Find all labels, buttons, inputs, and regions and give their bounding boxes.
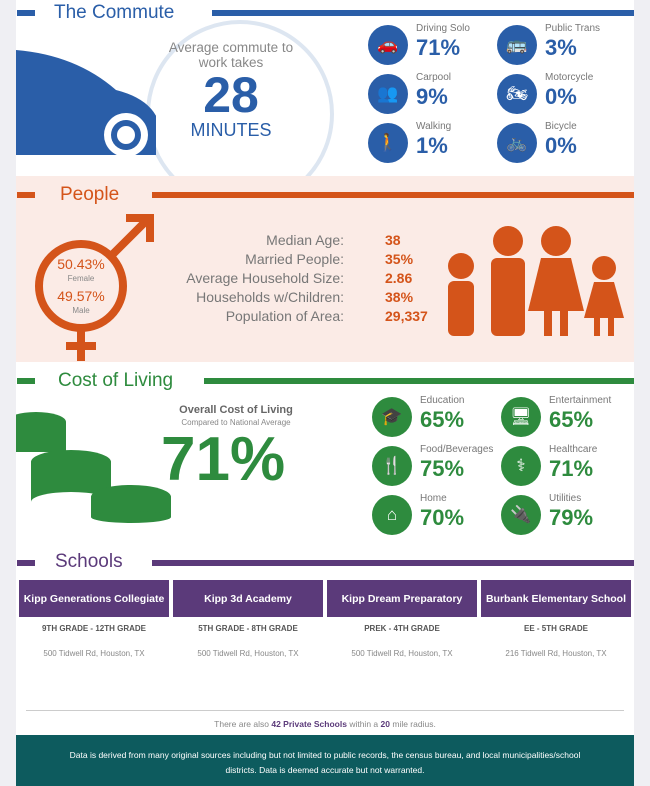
- school-card[interactable]: Kipp Generations Collegiate 9TH GRADE - 1…: [19, 580, 169, 658]
- school-address: 500 Tidwell Rd, Houston, TX: [351, 649, 453, 658]
- school-name[interactable]: Burbank Elementary School: [481, 580, 631, 617]
- school-address: 216 Tidwell Rd, Houston, TX: [505, 649, 607, 658]
- school-grades: 5TH GRADE - 8TH GRADE: [198, 624, 298, 633]
- female-label: Female: [67, 274, 95, 283]
- people-stat-label: Households w/Children:: [196, 289, 344, 305]
- stat-value: 0%: [545, 84, 577, 109]
- school-name[interactable]: Kipp Dream Preparatory: [327, 580, 477, 617]
- schools-section: Schools There are also 42 Private School…: [16, 545, 634, 735]
- stat-label: Carpool: [416, 72, 452, 83]
- people-stat-label: Average Household Size:: [186, 270, 344, 286]
- people-stat-label: Population of Area:: [225, 308, 344, 324]
- person-icon: 🚶: [368, 123, 408, 163]
- footer-disclaimer: Data is derived from many original sourc…: [16, 735, 634, 786]
- header-bar: [212, 10, 634, 16]
- monitor-icon: 🖥: [501, 397, 541, 437]
- school-card[interactable]: Burbank Elementary School EE - 5TH GRADE 2…: [481, 580, 631, 658]
- plug-icon: 🔌: [501, 495, 541, 535]
- people-stat-label: Median Age:: [266, 232, 344, 248]
- doctor-icon: ⚕: [501, 446, 541, 486]
- stat-value: 71%: [416, 35, 461, 60]
- school-card[interactable]: Kipp Dream Preparatory PREK - 4TH GRADE 50…: [327, 580, 477, 658]
- car-illustration-icon: [16, 50, 156, 157]
- male-label: Male: [72, 306, 90, 315]
- private-schools-note: There are also 42 Private Schools within…: [214, 719, 436, 729]
- clock-icon: [146, 20, 334, 176]
- school-card[interactable]: Kipp 3d Academy 5TH GRADE - 8TH GRADE 500 …: [173, 580, 323, 658]
- header-bar: [17, 10, 35, 16]
- people-stat-value: 38%: [385, 289, 414, 305]
- school-grades: EE - 5TH GRADE: [523, 624, 588, 633]
- school-address: 500 Tidwell Rd, Houston, TX: [197, 649, 299, 658]
- overall-sub: Compared to National Average: [181, 418, 291, 427]
- overall-label: Overall Cost of Living: [179, 404, 293, 416]
- header-bar: [152, 192, 634, 198]
- header-bar: [152, 560, 634, 566]
- section-title: The Commute: [54, 2, 175, 23]
- cost-section: Cost of Living Overall Cost of Living Co…: [16, 362, 634, 545]
- male-pct: 49.57%: [57, 288, 105, 304]
- car-icon: 🚗: [368, 25, 408, 65]
- stat-label: Bicycle: [545, 121, 577, 132]
- school-grades: 9TH GRADE - 12TH GRADE: [41, 624, 146, 633]
- female-pct: 50.43%: [57, 256, 105, 272]
- home-icon: ⌂: [372, 495, 412, 535]
- gender-symbol-icon: [35, 214, 154, 361]
- header-bar: [204, 378, 634, 384]
- stat-value: 3%: [545, 35, 577, 60]
- coins-icon: [16, 412, 171, 523]
- people-stat-label: Married People:: [245, 251, 344, 267]
- stat-value: 0%: [545, 133, 577, 158]
- group-icon: 👥: [368, 74, 408, 114]
- header-bar: [17, 192, 35, 198]
- header-bar: [17, 560, 35, 566]
- commute-unit: MINUTES: [190, 120, 272, 140]
- stat-label: Home: [420, 493, 447, 504]
- section-title: Schools: [55, 551, 123, 572]
- stat-value: 9%: [416, 84, 448, 109]
- stat-value: 65%: [549, 407, 594, 432]
- commute-intro: Average commute to work takes: [168, 40, 294, 70]
- school-grades: PREK - 4TH GRADE: [364, 624, 440, 633]
- stat-value: 65%: [420, 407, 465, 432]
- stat-label: Motorcycle: [545, 72, 594, 83]
- stat-label: Public Trans: [545, 23, 601, 34]
- school-name[interactable]: Kipp 3d Academy: [173, 580, 323, 617]
- stat-value: 75%: [420, 456, 465, 481]
- bicycle-icon: 🚲: [497, 123, 537, 163]
- stat-label: Utilities: [549, 493, 582, 504]
- stat-value: 70%: [420, 505, 465, 530]
- fork-knife-icon: 🍴: [372, 446, 412, 486]
- stat-value: 71%: [549, 456, 594, 481]
- header-bar: [17, 378, 35, 384]
- commute-minutes: 28: [203, 67, 259, 123]
- stat-value: 79%: [549, 505, 594, 530]
- school-address: 500 Tidwell Rd, Houston, TX: [43, 649, 145, 658]
- stat-label: Healthcare: [549, 444, 598, 455]
- graduation-cap-icon: 🎓: [372, 397, 412, 437]
- stat-label: Education: [420, 395, 465, 406]
- people-stat-value: 2.86: [385, 270, 413, 286]
- section-title: People: [60, 184, 120, 205]
- section-title: Cost of Living: [58, 370, 174, 391]
- people-stat-value: 29,337: [385, 308, 428, 324]
- stat-label: Entertainment: [549, 395, 612, 406]
- family-icon: [448, 226, 624, 336]
- bus-icon: 🚌: [497, 25, 537, 65]
- people-stat-value: 35%: [385, 251, 414, 267]
- commute-section: The Commute Average commute to work take…: [16, 0, 634, 176]
- people-section: People 50.43% Female 49.57% Male Median …: [16, 176, 634, 362]
- stat-label: Food/Beverages: [420, 444, 494, 455]
- stat-label: Walking: [416, 121, 452, 132]
- school-name[interactable]: Kipp Generations Collegiate: [19, 580, 169, 617]
- people-stat-value: 38: [385, 232, 401, 248]
- overall-value: 71%: [161, 425, 286, 494]
- divider: [26, 710, 624, 711]
- motorcycle-icon: 🏍: [497, 74, 537, 114]
- stat-value: 1%: [416, 133, 448, 158]
- stat-label: Driving Solo: [416, 23, 470, 34]
